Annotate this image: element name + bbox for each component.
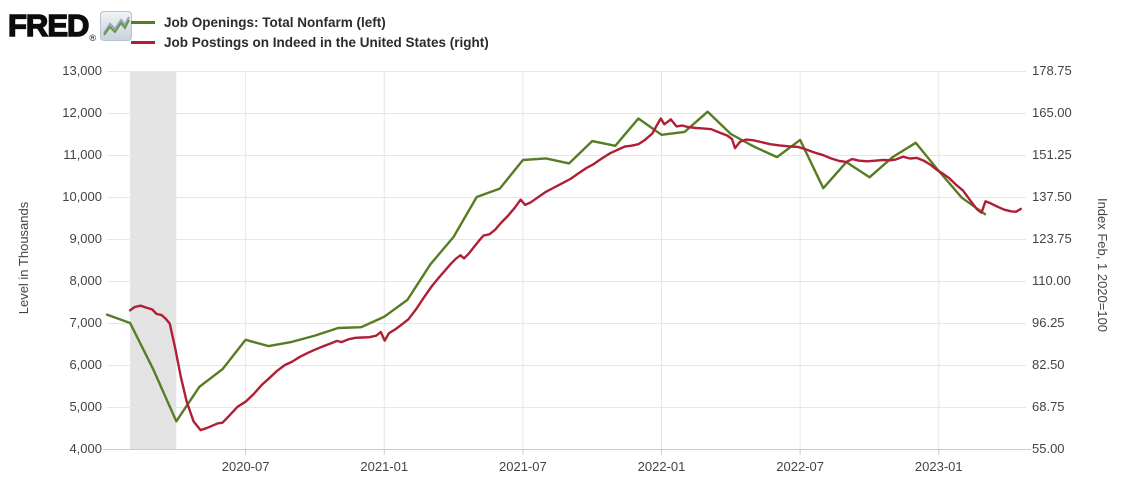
left-axis-tick-label: 13,000 (62, 63, 102, 78)
left-axis-tick-label: 9,000 (69, 231, 102, 246)
x-axis-tick-label: 2021-01 (360, 459, 409, 474)
left-axis-title: Level in Thousands (16, 201, 31, 315)
left-axis-tick-label: 12,000 (62, 105, 102, 120)
right-axis-tick-label: 96.25 (1032, 315, 1065, 330)
left-axis-tick-label: 7,000 (69, 315, 102, 330)
x-axis-tick-label: 2020-07 (221, 459, 270, 474)
right-axis-tick-label: 123.75 (1032, 231, 1072, 246)
x-axis-tick-label: 2022-01 (637, 459, 686, 474)
x-axis-tick-label: 2021-07 (499, 459, 547, 474)
right-axis-tick-label: 151.25 (1032, 147, 1072, 162)
right-axis-tick-label: 82.50 (1032, 357, 1065, 372)
legend-swatch-green-line (131, 20, 155, 24)
recession-band (130, 71, 177, 449)
legend-label: Job Postings on Indeed in the United Sta… (164, 34, 489, 50)
legend: Job Openings: Total Nonfarm (left) Job P… (131, 12, 489, 52)
legend-swatch-red-line (131, 40, 155, 44)
fred-logo: FRED ® (7, 6, 133, 46)
left-axis-tick-label: 8,000 (69, 273, 102, 288)
series-indeed-postings-line (128, 117, 1022, 432)
right-axis-tick-label: 137.50 (1032, 189, 1072, 204)
right-axis-tick-label: 178.75 (1032, 63, 1072, 78)
left-axis-tick-label: 11,000 (63, 147, 102, 162)
sparkline-icon (100, 11, 133, 41)
legend-item-indeed-postings: Job Postings on Indeed in the United Sta… (131, 32, 489, 52)
right-axis-tick-label: 165.00 (1032, 105, 1072, 120)
legend-label: Job Openings: Total Nonfarm (left) (164, 14, 386, 30)
right-axis-title: Index Feb, 1 2020=100 (1095, 197, 1110, 333)
right-axis-tick-label: 110.00 (1032, 273, 1071, 288)
left-axis-tick-label: 5,000 (69, 399, 102, 414)
series-job-openings-line (105, 110, 987, 423)
fred-logo-text: FRED (7, 8, 90, 43)
right-axis-tick-label: 55.00 (1032, 441, 1065, 456)
right-axis-tick-label: 68.75 (1032, 399, 1065, 414)
x-axis-tick-label: 2022-07 (776, 459, 824, 474)
registered-trademark: ® (89, 33, 97, 43)
x-axis-tick-label: 2023-01 (914, 459, 963, 474)
left-axis-tick-label: 4,000 (69, 441, 102, 456)
left-axis-tick-label: 6,000 (69, 357, 102, 372)
legend-item-job-openings: Job Openings: Total Nonfarm (left) (131, 12, 489, 32)
left-axis-tick-label: 10,000 (62, 189, 102, 204)
